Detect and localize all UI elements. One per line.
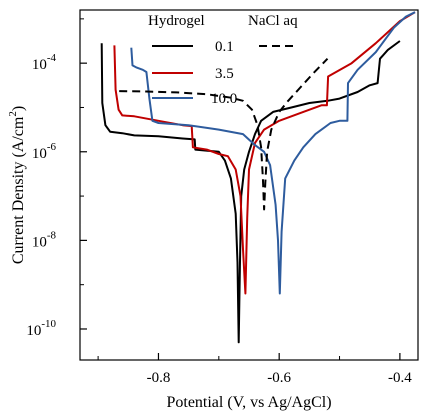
series-line-hydrogel-0.1 [100,40,401,344]
axis-ticks: -0.8 -0.6 -0.4 10-4 10-6 10-8 10-10 [26,18,412,386]
legend-entry-10.0: 10.0 [211,91,237,107]
y-tick-label: 10-6 [32,141,57,162]
y-tick-label: 10-10 [26,318,56,339]
y-tick-label: 10-4 [32,52,57,73]
plot-frame [79,9,419,361]
x-tick-label: -0.4 [388,370,412,386]
x-tick-label: -0.8 [147,370,171,386]
y-axis-label-main: Current Density (A/cm [10,116,27,264]
legend: Hydrogel NaCl aq 0.1 3.5 10.0 [148,13,298,107]
y-axis-label-sup: 2 [7,111,19,117]
y-axis-label: Current Density (A/cm2) [7,106,27,264]
plot-area [100,11,416,344]
x-tick-label: -0.6 [267,370,291,386]
x-axis-label: Potential (V, vs Ag/AgCl) [166,394,331,411]
legend-entry-0.1: 0.1 [215,39,234,55]
legend-entry-3.5: 3.5 [215,66,234,82]
legend-header-nacl: NaCl aq [248,13,298,29]
series-line-nacl-0.1 [119,58,329,211]
series-line-hydrogel-10.0 [130,11,416,295]
legend-header-hydrogel: Hydrogel [148,13,205,29]
y-axis-label-tail: ) [10,106,27,111]
series-line-hydrogel-3.5 [113,11,416,295]
y-tick-label: 10-8 [32,229,57,250]
